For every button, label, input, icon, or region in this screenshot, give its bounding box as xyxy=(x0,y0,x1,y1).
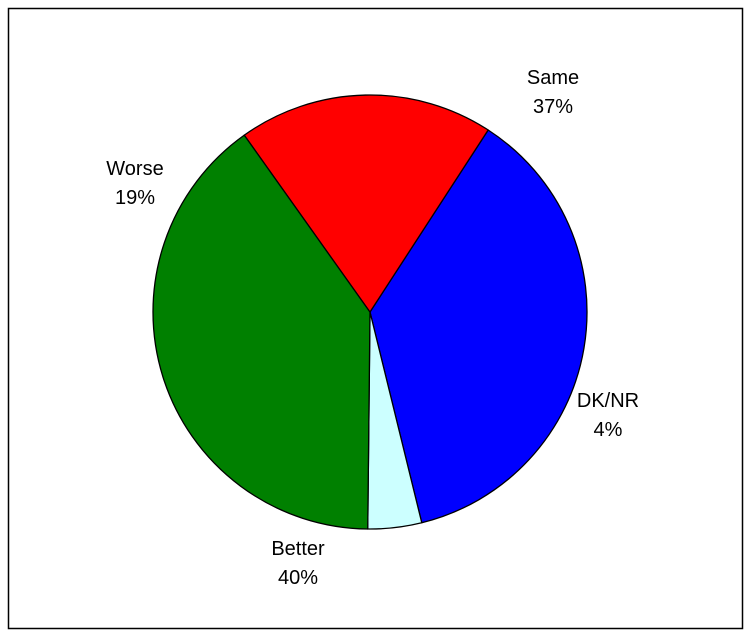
slice-label-value: 40% xyxy=(278,567,318,589)
slice-label-name: Worse xyxy=(106,158,163,180)
slice-label-value: 37% xyxy=(533,96,573,118)
slice-label-same: Same 37% xyxy=(527,67,579,118)
slice-label-dk-nr: DK/NR 4% xyxy=(577,390,639,441)
slice-label-value: 4% xyxy=(594,419,623,441)
pie-slice-worse xyxy=(243,94,489,313)
slice-label-name: DK/NR xyxy=(577,390,639,412)
slice-label-worse: Worse 19% xyxy=(106,158,163,209)
slice-label-better: Better 40% xyxy=(271,538,325,589)
pie-slice-better xyxy=(152,134,371,530)
pie-slice-same xyxy=(369,129,588,524)
slice-label-value: 19% xyxy=(115,187,155,209)
pie-slices xyxy=(152,94,588,530)
slice-label-name: Same xyxy=(527,67,579,89)
pie-labels: Same 37% DK/NR 4% Better 40% Worse 19% xyxy=(106,67,639,589)
slice-label-name: Better xyxy=(271,538,325,560)
